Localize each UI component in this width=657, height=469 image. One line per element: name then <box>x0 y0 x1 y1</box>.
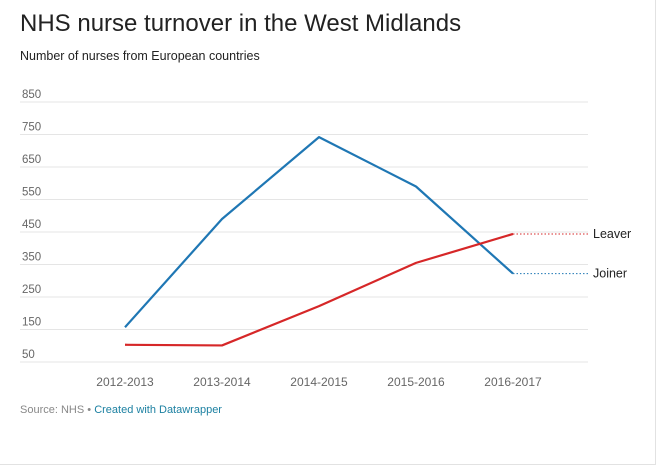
y-tick-label: 850 <box>22 89 41 101</box>
y-tick-label: 550 <box>22 187 41 199</box>
series-labels: Joiner Leaver <box>593 227 631 281</box>
y-tick-label: 50 <box>22 349 35 361</box>
x-tick-label: 2015-2016 <box>387 375 445 389</box>
source-label: Source: NHS <box>20 404 85 416</box>
y-tick-label: 150 <box>22 317 41 329</box>
series-label-joiner: Joiner <box>593 267 627 281</box>
x-tick-label: 2014-2015 <box>290 375 348 389</box>
chart-subtitle: Number of nurses from European countries <box>20 49 260 63</box>
series-label-leaver: Leaver <box>593 227 631 241</box>
line-chart: 850 750 650 550 450 350 250 150 50 2012-2013 2013… <box>20 89 631 389</box>
y-axis-ticks: 850 750 650 550 450 350 250 150 50 <box>22 89 41 361</box>
series-line-joiner <box>124 136 514 328</box>
x-tick-label: 2013-2014 <box>193 375 251 389</box>
y-tick-label: 250 <box>22 284 41 296</box>
chart-title: NHS nurse turnover in the West Midlands <box>20 10 462 37</box>
y-tick-label: 450 <box>22 219 41 231</box>
x-tick-label: 2012-2013 <box>96 375 154 389</box>
y-tick-label: 650 <box>22 154 41 166</box>
series-line-leaver <box>124 232 514 347</box>
y-tick-label: 350 <box>22 252 41 264</box>
datawrapper-link[interactable]: Created with Datawrapper <box>94 404 222 416</box>
footer-separator: • <box>87 404 92 416</box>
x-tick-label: 2016-2017 <box>484 375 542 389</box>
series-lines <box>124 136 588 347</box>
x-axis-ticks: 2012-2013 2013-2014 2014-2015 2015-2016 2016… <box>96 375 542 389</box>
chart-footer: Source: NHS • Created with Datawrapper <box>20 404 222 416</box>
y-tick-label: 750 <box>22 122 41 134</box>
gridlines <box>20 101 588 363</box>
